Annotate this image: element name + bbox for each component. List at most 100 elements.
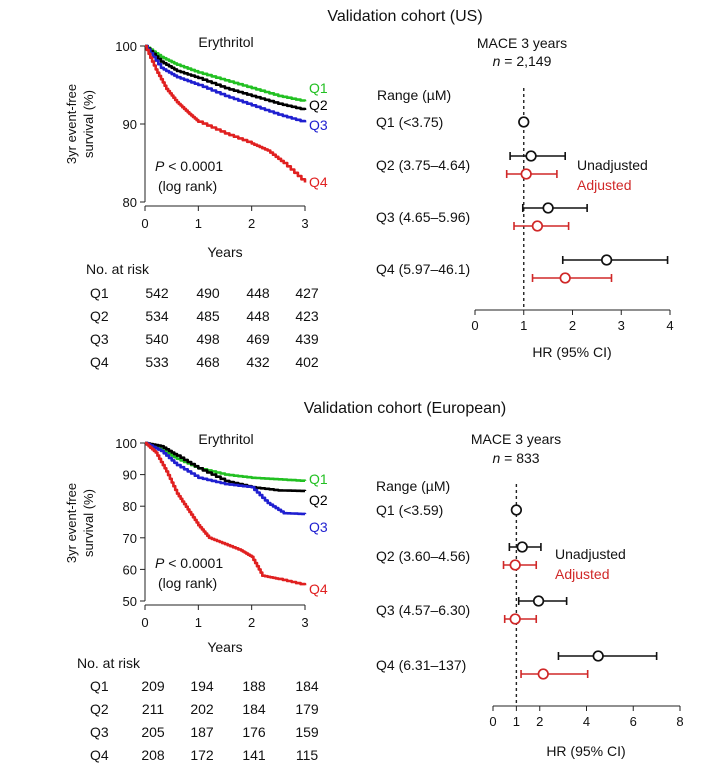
km-curve-q2-us	[145, 44, 307, 111]
risk-cell-eu: 159	[295, 724, 319, 740]
risk-row-label-us: Q2	[90, 308, 109, 324]
risk-row-label-eu: Q2	[90, 701, 109, 717]
forest-q2-adjusted-eu-point	[509, 559, 521, 571]
forest-row-label-q2-eu: Q2 (3.60–4.56)	[376, 548, 470, 564]
risk-table-title-eu: No. at risk	[77, 655, 141, 671]
forest-row-label-q4-eu: Q4 (6.31–137)	[376, 657, 466, 673]
km-x-label-eu: Years	[207, 639, 242, 655]
km-curve-q4-us	[145, 44, 307, 183]
forest-row-label-q2-us: Q2 (3.75–4.64)	[376, 157, 470, 173]
forest-x-tick-label-eu: 1	[513, 714, 520, 729]
risk-cell-us: 498	[196, 331, 220, 347]
risk-cell-us: 423	[295, 308, 319, 324]
forest-row-label-q3-eu: Q3 (4.57–6.30)	[376, 602, 470, 618]
forest-q4-adjusted-us-point	[559, 272, 571, 284]
km-x-tick-label-eu: 2	[248, 615, 255, 630]
forest-x-tick-label-eu: 4	[583, 714, 590, 729]
risk-cell-eu: 211	[142, 701, 165, 717]
forest-x-tick-label-us: 2	[569, 318, 576, 333]
risk-cell-us: 448	[246, 285, 270, 301]
risk-cell-us: 540	[145, 331, 169, 347]
forest-q4-adjusted-eu-point	[537, 668, 549, 680]
forest-range-header-eu: Range (µM)	[376, 478, 450, 494]
risk-cell-us: 542	[145, 285, 169, 301]
km-series-label-q3-us: Q3	[309, 117, 328, 133]
risk-cell-eu: 187	[190, 724, 214, 740]
risk-cell-eu: 184	[295, 678, 319, 694]
km-x-label-us: Years	[207, 244, 242, 260]
forest-x-tick-label-eu: 6	[630, 714, 637, 729]
km-series-label-q1-us: Q1	[309, 80, 328, 96]
risk-row-label-us: Q4	[90, 354, 109, 370]
forest-q1-reference-point-eu	[510, 504, 523, 516]
km-p-value-us: P < 0.0001	[155, 158, 223, 174]
risk-cell-us: 534	[145, 308, 169, 324]
km-series-label-q4-eu: Q4	[309, 581, 328, 597]
risk-cell-us: 468	[196, 354, 220, 370]
risk-cell-eu: 194	[190, 678, 214, 694]
forest-x-label-us: HR (95% CI)	[532, 344, 611, 360]
risk-row-label-eu: Q4	[90, 747, 109, 763]
risk-cell-us: 402	[295, 354, 319, 370]
km-y-tick-label-eu: 50	[123, 594, 137, 609]
forest-n-eu: n = 833	[492, 450, 539, 466]
risk-row-label-eu: Q1	[90, 678, 109, 694]
risk-cell-us: 533	[145, 354, 169, 370]
km-p-value-eu: P < 0.0001	[155, 555, 223, 571]
km-series-label-q2-eu: Q2	[309, 492, 328, 508]
risk-cell-eu: 205	[141, 724, 165, 740]
km-x-tick-label-eu: 1	[195, 615, 202, 630]
km-series-label-q2-us: Q2	[309, 97, 328, 113]
risk-cell-eu: 209	[141, 678, 165, 694]
forest-q2-adjusted-us-point	[520, 168, 532, 180]
risk-cell-us: 427	[295, 285, 319, 301]
forest-row-label-q1-eu: Q1 (<3.59)	[376, 502, 443, 518]
km-x-tick-label-us: 3	[301, 216, 308, 231]
forest-title-us: MACE 3 years	[477, 35, 567, 51]
km-x-tick-label-eu: 3	[301, 615, 308, 630]
forest-q2-unadjusted-us-point	[525, 150, 537, 162]
forest-row-label-q1-us: Q1 (<3.75)	[376, 114, 443, 130]
km-y-tick-label-eu: 90	[123, 468, 137, 483]
risk-cell-eu: 141	[242, 747, 266, 763]
risk-cell-us: 439	[295, 331, 319, 347]
km-title-us: Erythritol	[198, 34, 253, 50]
panel-title-us: Validation cohort (US)	[327, 8, 482, 25]
forest-x-tick-label-us: 0	[471, 318, 478, 333]
km-y-label-eu: 3yr event-free survival (%)	[64, 483, 96, 563]
panel-title-eu: Validation cohort (European)	[304, 400, 507, 417]
forest-x-label-eu: HR (95% CI)	[546, 743, 625, 759]
forest-x-tick-label-eu: 2	[536, 714, 543, 729]
km-series-label-q3-eu: Q3	[309, 519, 328, 535]
risk-cell-eu: 202	[190, 701, 214, 717]
risk-cell-eu: 184	[242, 701, 266, 717]
risk-cell-eu: 179	[295, 701, 319, 717]
forest-row-label-q4-us: Q4 (5.97–46.1)	[376, 261, 470, 277]
forest-q2-unadjusted-eu-point	[516, 541, 528, 553]
km-y-tick-label-eu: 100	[115, 436, 137, 451]
km-y-tick-label-us: 100	[115, 39, 137, 54]
risk-table-title-us: No. at risk	[86, 261, 150, 277]
km-curve-q4-eu	[145, 441, 307, 586]
km-x-tick-label-us: 0	[141, 216, 148, 231]
forest-n-us: n = 2,149	[493, 53, 552, 69]
km-curve-q2-eu	[145, 441, 307, 493]
forest-x-tick-label-eu: 8	[676, 714, 683, 729]
risk-cell-eu: 115	[296, 747, 319, 763]
forest-legend-unadjusted-eu: Unadjusted	[555, 546, 626, 562]
forest-q4-unadjusted-eu-point	[592, 650, 604, 662]
km-y-tick-label-us: 90	[123, 117, 137, 132]
risk-cell-us: 448	[246, 308, 270, 324]
forest-q4-unadjusted-us-point	[600, 254, 613, 266]
km-series-label-q4-us: Q4	[309, 174, 328, 190]
forest-x-tick-label-us: 3	[618, 318, 625, 333]
km-y-tick-label-eu: 70	[123, 531, 137, 546]
forest-x-tick-label-us: 4	[666, 318, 673, 333]
forest-x-tick-label-us: 1	[520, 318, 527, 333]
km-y-tick-label-eu: 60	[123, 562, 137, 577]
risk-cell-eu: 208	[141, 747, 165, 763]
km-curve-q3-eu	[145, 441, 307, 516]
km-curve-q3-us	[145, 44, 307, 123]
km-x-tick-label-us: 1	[195, 216, 202, 231]
risk-cell-eu: 172	[190, 747, 214, 763]
